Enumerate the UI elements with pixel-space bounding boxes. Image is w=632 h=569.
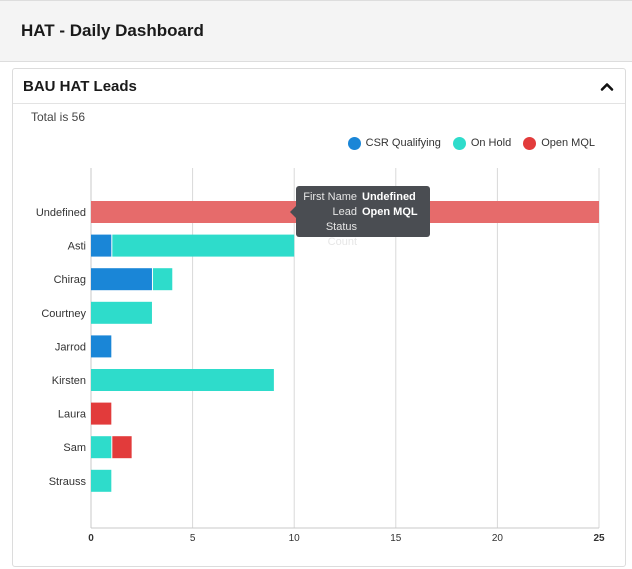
legend-item-open-mql[interactable]: Open MQL bbox=[523, 136, 595, 150]
legend-dot-open-mql bbox=[523, 136, 537, 150]
y-tick-label: Chirag bbox=[54, 274, 86, 286]
bar-asti-csr-qualifying[interactable] bbox=[91, 234, 112, 257]
tooltip-value: Open MQL bbox=[362, 206, 418, 218]
tooltip-row: Lead Status Open MQL bbox=[302, 205, 424, 235]
bar-jarrod-csr-qualifying[interactable] bbox=[91, 335, 112, 358]
y-tick-label: Jarrod bbox=[55, 341, 86, 353]
bar-sam-on-hold[interactable] bbox=[91, 436, 112, 459]
bar-sam-open-mql[interactable] bbox=[112, 436, 132, 459]
page-title: HAT - Daily Dashboard bbox=[21, 21, 204, 40]
chart-tooltip: First Name Undefined Lead Status Open MQ… bbox=[290, 186, 430, 248]
x-tick-label: 10 bbox=[289, 533, 301, 544]
chevron-up-icon[interactable] bbox=[599, 79, 615, 95]
legend-dot-on-hold bbox=[452, 136, 466, 150]
tooltip-row: First Name Undefined bbox=[302, 190, 424, 205]
tooltip-key: First Name bbox=[303, 191, 357, 203]
x-tick-label: 15 bbox=[390, 533, 402, 544]
legend-label-open-mql: Open MQL bbox=[541, 137, 595, 149]
legend-item-on-hold[interactable]: On Hold bbox=[452, 136, 512, 150]
x-tick-label: 25 bbox=[593, 533, 605, 544]
bar-strauss-on-hold[interactable] bbox=[91, 469, 112, 492]
bar-chirag-csr-qualifying[interactable] bbox=[91, 268, 152, 291]
y-tick-label: Laura bbox=[58, 409, 87, 421]
total-count: Total is 56 bbox=[31, 110, 86, 124]
y-tick-label: Undefined bbox=[36, 207, 86, 219]
legend-label-on-hold: On Hold bbox=[470, 137, 512, 149]
chart-legend: CSR Qualifying On Hold Open MQL bbox=[347, 135, 595, 151]
y-tick-label: Strauss bbox=[49, 476, 87, 488]
legend-dot-csr-qualifying bbox=[347, 136, 361, 150]
tooltip-value: 25 bbox=[362, 236, 375, 248]
x-tick-label: 0 bbox=[88, 533, 94, 544]
tooltip-key: Count bbox=[327, 236, 357, 248]
bar-asti-on-hold[interactable] bbox=[112, 234, 295, 257]
y-tick-label: Sam bbox=[63, 442, 86, 454]
page-header: HAT - Daily Dashboard bbox=[0, 0, 632, 62]
card-header: BAU HAT Leads bbox=[13, 69, 625, 104]
tooltip-value: Undefined bbox=[362, 191, 416, 203]
card-title: BAU HAT Leads bbox=[23, 78, 137, 95]
x-tick-label: 20 bbox=[492, 533, 504, 544]
x-tick-label: 5 bbox=[190, 533, 196, 544]
legend-item-csr-qualifying[interactable]: CSR Qualifying bbox=[347, 136, 441, 150]
bar-courtney-on-hold[interactable] bbox=[91, 301, 152, 324]
legend-label-csr-qualifying: CSR Qualifying bbox=[365, 137, 441, 149]
y-tick-label: Courtney bbox=[41, 308, 86, 320]
y-tick-label: Asti bbox=[68, 241, 86, 253]
bar-kirsten-on-hold[interactable] bbox=[91, 369, 274, 391]
y-tick-label: Kirsten bbox=[52, 375, 86, 387]
tooltip-row: Count 25 bbox=[302, 235, 424, 250]
bar-chirag-on-hold[interactable] bbox=[152, 268, 173, 291]
bar-laura-open-mql[interactable] bbox=[91, 402, 112, 425]
tooltip-key: Lead Status bbox=[325, 206, 357, 233]
